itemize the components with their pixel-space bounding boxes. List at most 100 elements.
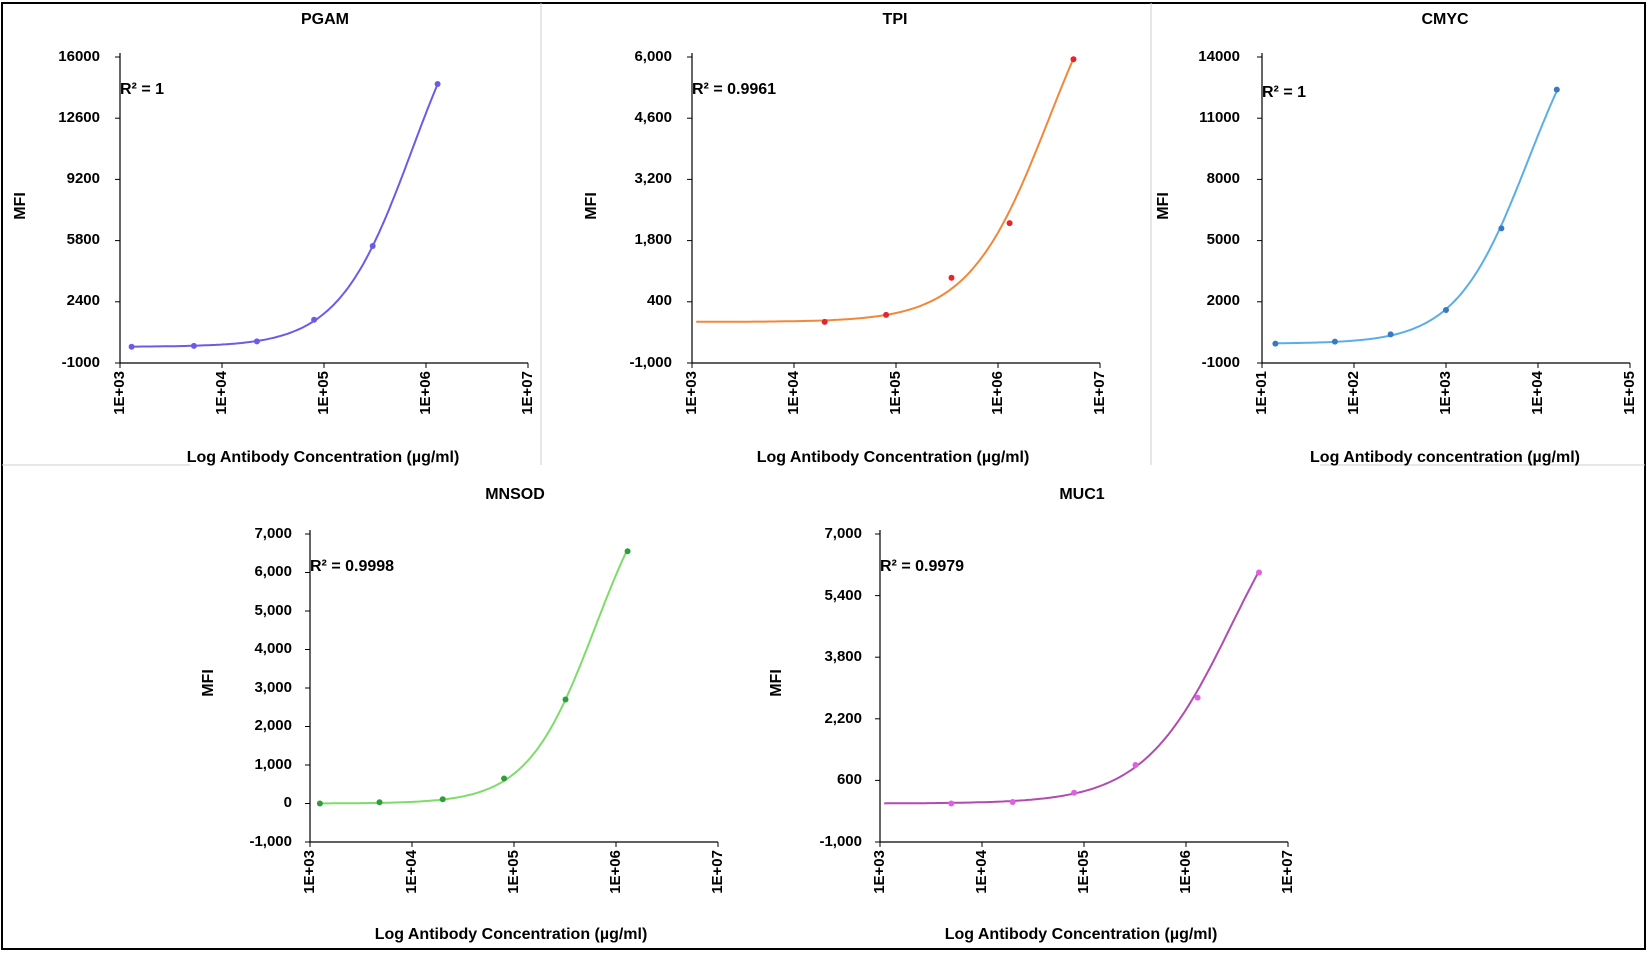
chart-panel-pgam: PGAM R² = 1 MFI Log Antibody Concentrati… [12,11,536,466]
x-axis-title: Log Antibody Concentration (µg/ml) [187,449,460,466]
x-tick-label: 1E+01 [1253,371,1270,415]
r-squared-label: R² = 1 [120,81,164,98]
r-squared-label: R² = 0.9961 [692,81,776,98]
r-squared-label: R² = 0.9979 [880,558,964,575]
x-tick-label: 1E+03 [1437,371,1454,415]
y-tick-label: 6,000 [254,563,292,580]
fit-curve [319,548,629,805]
x-tick-label: 1E+04 [785,370,802,414]
y-tick-label: 3,000 [254,679,292,696]
y-tick-label: 600 [837,771,862,788]
y-tick-label: 2,200 [824,710,862,727]
y-tick-label: 6,000 [634,48,672,65]
y-tick-label: 7,000 [824,525,862,542]
x-tick-label: 1E+02 [1345,371,1362,415]
fit-curve [131,83,439,348]
data-point [128,343,135,350]
x-tick-label: 1E+06 [989,371,1006,415]
y-tick-label: 2400 [67,292,100,309]
y-tick-label: 14000 [1198,48,1240,65]
chart-plot-0 [115,53,529,368]
y-tick-label: 2000 [1207,292,1240,309]
data-point [434,81,441,87]
y-tick-label: 11000 [1199,109,1240,126]
data-point [948,800,955,807]
y-tick-label: 4,000 [254,640,292,657]
data-point [1272,340,1279,347]
y-tick-label: 7,000 [254,525,292,542]
data-point [439,796,446,803]
fit-curve [1275,90,1558,345]
y-tick-label: 4,600 [634,109,672,126]
chart-panel-mnsod: MNSOD R² = 0.9998 MFI Log Antibody Conce… [200,486,726,943]
data-point [253,338,260,345]
data-point [1194,694,1201,701]
chart-plot-4 [875,530,1289,847]
x-tick-label: 1E+07 [709,850,726,894]
data-point [562,696,569,703]
data-point [501,775,508,782]
data-point [1498,225,1505,232]
x-tick-label: 1E+04 [1529,370,1546,414]
data-point [1070,56,1077,63]
y-tick-label: -1000 [62,354,100,371]
chart-title: MNSOD [485,486,545,503]
x-tick-label: 1E+03 [111,371,128,415]
chart-panel-tpi: TPI R² = 0.9961 MFI Log Antibody Concent… [583,11,1108,466]
data-point [1553,86,1560,93]
chart-plot-3 [305,530,719,847]
x-tick-label: 1E+07 [1279,850,1296,894]
y-tick-label: 5800 [67,231,100,248]
y-tick-label: 12600 [58,109,100,126]
data-point [624,548,631,555]
data-point [883,311,890,318]
x-tick-label: 1E+04 [403,849,420,893]
y-tick-label: 0 [284,794,292,811]
x-tick-label: 1E+04 [213,370,230,414]
y-tick-label: -1,000 [629,354,672,371]
r-squared-label: R² = 0.9998 [310,558,394,575]
y-tick-label: 5,000 [254,602,292,619]
x-tick-label: 1E+03 [301,850,318,894]
x-tick-label: 1E+03 [683,371,700,415]
chart-title: PGAM [301,11,349,28]
data-point [821,318,828,325]
chart-marks [115,53,1631,847]
x-tick-label: 1E+05 [887,371,904,415]
y-tick-label: -1,000 [819,833,862,850]
data-point [948,274,955,281]
x-tick-label: 1E+03 [871,850,888,894]
y-tick-label: 3,800 [824,648,862,665]
y-tick-label: 1,800 [634,231,672,248]
x-tick-label: 1E+07 [519,371,536,415]
x-axis-title: Log Antibody concentration (µg/ml) [1310,449,1580,466]
y-tick-label: 2,000 [254,717,292,734]
data-point [1132,762,1139,768]
y-tick-label: 3,200 [634,170,672,187]
y-tick-label: 5,400 [824,587,862,604]
x-tick-label: 1E+06 [417,371,434,415]
y-tick-label: 16000 [58,48,100,65]
x-tick-label: 1E+04 [973,849,990,893]
y-tick-label: 400 [647,292,672,309]
chart-title: MUC1 [1059,486,1104,503]
y-axis-title: MFI [1155,192,1172,220]
data-point [316,800,323,807]
y-axis-title: MFI [12,192,29,220]
data-point [1331,338,1338,345]
y-tick-label: -1000 [1202,354,1240,371]
data-point [1071,789,1078,796]
y-axis-title: MFI [583,192,600,220]
data-point [369,243,376,249]
data-point [1256,569,1262,576]
x-tick-label: 1E+07 [1091,371,1108,415]
chart-plot-1 [687,53,1101,368]
data-point [1006,220,1013,227]
data-point [376,799,383,806]
chart-panel-muc1: MUC1 R² = 0.9979 MFI Log Antibody Concen… [768,486,1296,943]
y-tick-label: 9200 [67,170,100,187]
y-axis-title: MFI [768,669,785,697]
